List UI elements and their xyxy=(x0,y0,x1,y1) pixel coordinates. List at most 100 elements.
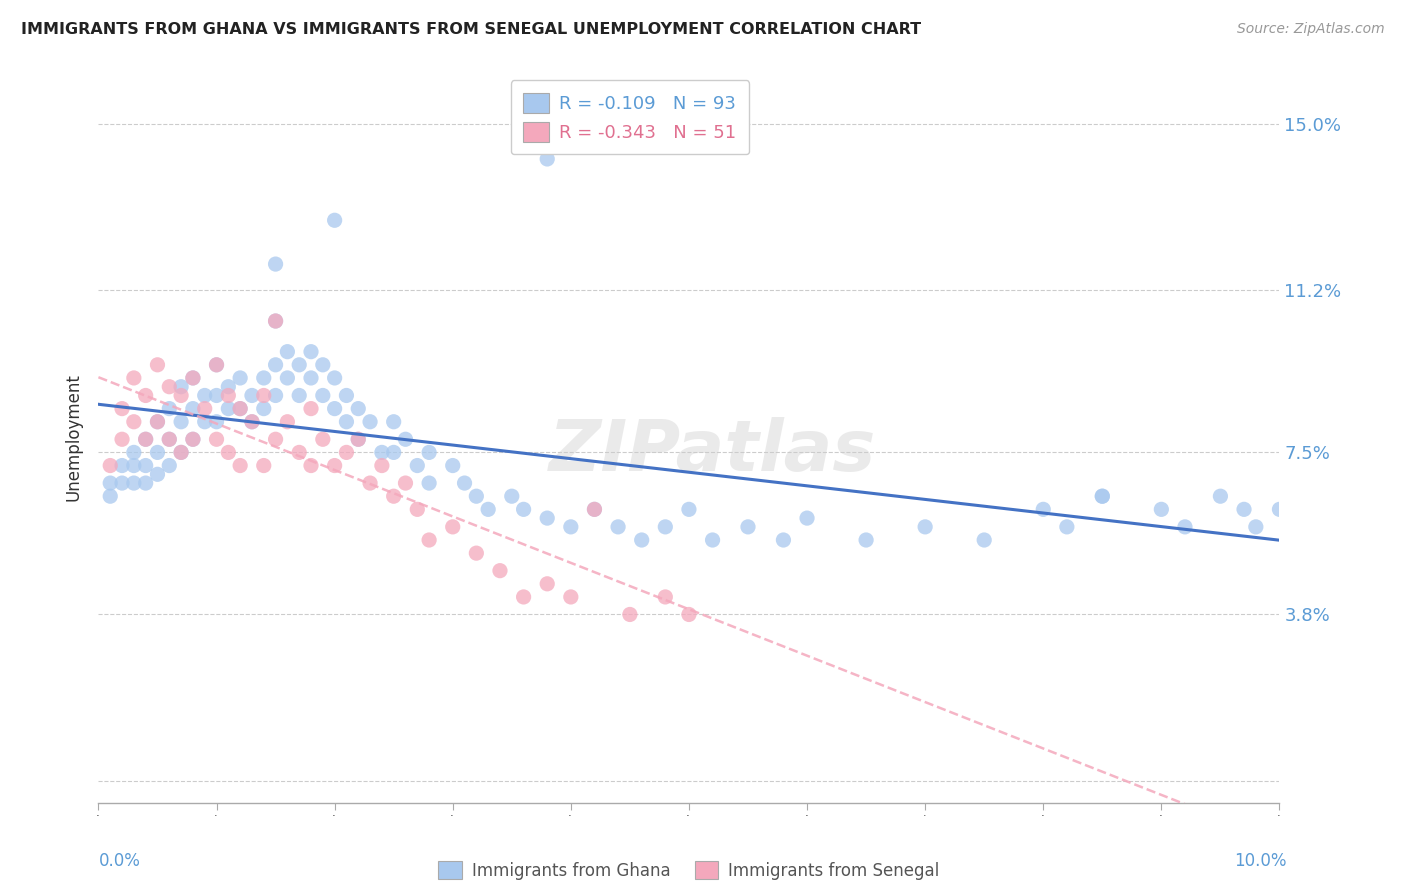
Point xyxy=(1268,502,1291,516)
Point xyxy=(170,380,193,394)
Point xyxy=(135,388,157,402)
Point xyxy=(111,458,134,473)
Point xyxy=(560,520,582,534)
Point xyxy=(170,445,193,459)
Point xyxy=(157,380,180,394)
Point xyxy=(276,344,298,359)
Point xyxy=(229,458,252,473)
Point xyxy=(1150,502,1173,516)
Point xyxy=(323,371,346,385)
Point xyxy=(1209,489,1232,503)
Point xyxy=(217,445,239,459)
Point xyxy=(157,401,180,416)
Point xyxy=(1091,489,1114,503)
Point xyxy=(146,415,169,429)
Point xyxy=(240,415,263,429)
Point xyxy=(170,445,193,459)
Point xyxy=(253,388,276,402)
Legend: Immigrants from Ghana, Immigrants from Senegal: Immigrants from Ghana, Immigrants from S… xyxy=(429,851,949,889)
Point xyxy=(654,590,676,604)
Point xyxy=(406,502,429,516)
Point xyxy=(678,607,700,622)
Point xyxy=(111,476,134,491)
Point xyxy=(98,458,121,473)
Point xyxy=(135,432,157,446)
Point xyxy=(240,388,263,402)
Point xyxy=(406,458,429,473)
Point xyxy=(253,458,276,473)
Point xyxy=(335,388,357,402)
Point xyxy=(264,388,287,402)
Point xyxy=(194,415,217,429)
Point xyxy=(371,445,394,459)
Point xyxy=(157,458,180,473)
Point xyxy=(157,432,180,446)
Point xyxy=(418,533,440,547)
Point xyxy=(288,358,311,372)
Point xyxy=(678,502,700,516)
Point xyxy=(253,401,276,416)
Point xyxy=(477,502,499,516)
Point xyxy=(205,358,228,372)
Point xyxy=(194,388,217,402)
Point xyxy=(335,445,357,459)
Point xyxy=(371,458,394,473)
Point xyxy=(382,445,405,459)
Point xyxy=(288,388,311,402)
Point xyxy=(465,489,488,503)
Point xyxy=(359,415,381,429)
Point xyxy=(146,358,169,372)
Point xyxy=(299,371,322,385)
Point xyxy=(536,152,558,166)
Point xyxy=(1091,489,1114,503)
Point xyxy=(796,511,818,525)
Point xyxy=(382,489,405,503)
Point xyxy=(229,371,252,385)
Point xyxy=(264,314,287,328)
Point xyxy=(122,415,145,429)
Point xyxy=(312,432,335,446)
Point xyxy=(264,257,287,271)
Point xyxy=(347,432,370,446)
Point xyxy=(122,445,145,459)
Point xyxy=(1032,502,1054,516)
Point xyxy=(264,314,287,328)
Point xyxy=(194,401,217,416)
Point xyxy=(512,590,534,604)
Point xyxy=(607,520,630,534)
Text: Source: ZipAtlas.com: Source: ZipAtlas.com xyxy=(1237,22,1385,37)
Point xyxy=(98,476,121,491)
Point xyxy=(146,415,169,429)
Point xyxy=(181,401,204,416)
Point xyxy=(394,432,416,446)
Point xyxy=(855,533,877,547)
Point xyxy=(453,476,475,491)
Point xyxy=(630,533,652,547)
Point xyxy=(441,520,464,534)
Point xyxy=(299,458,322,473)
Point xyxy=(122,371,145,385)
Text: ZIPatlas: ZIPatlas xyxy=(548,417,876,486)
Point xyxy=(973,533,995,547)
Point xyxy=(619,607,641,622)
Point xyxy=(276,371,298,385)
Point xyxy=(512,502,534,516)
Point xyxy=(98,489,121,503)
Point xyxy=(111,401,134,416)
Point xyxy=(205,358,228,372)
Point xyxy=(205,388,228,402)
Point xyxy=(181,432,204,446)
Point xyxy=(264,432,287,446)
Point xyxy=(157,432,180,446)
Text: IMMIGRANTS FROM GHANA VS IMMIGRANTS FROM SENEGAL UNEMPLOYMENT CORRELATION CHART: IMMIGRANTS FROM GHANA VS IMMIGRANTS FROM… xyxy=(21,22,921,37)
Point xyxy=(335,415,357,429)
Point xyxy=(312,358,335,372)
Text: 0.0%: 0.0% xyxy=(98,852,141,870)
Point xyxy=(347,401,370,416)
Point xyxy=(914,520,936,534)
Point xyxy=(489,564,512,578)
Point xyxy=(501,489,523,503)
Point xyxy=(737,520,759,534)
Point xyxy=(359,476,381,491)
Point xyxy=(394,476,416,491)
